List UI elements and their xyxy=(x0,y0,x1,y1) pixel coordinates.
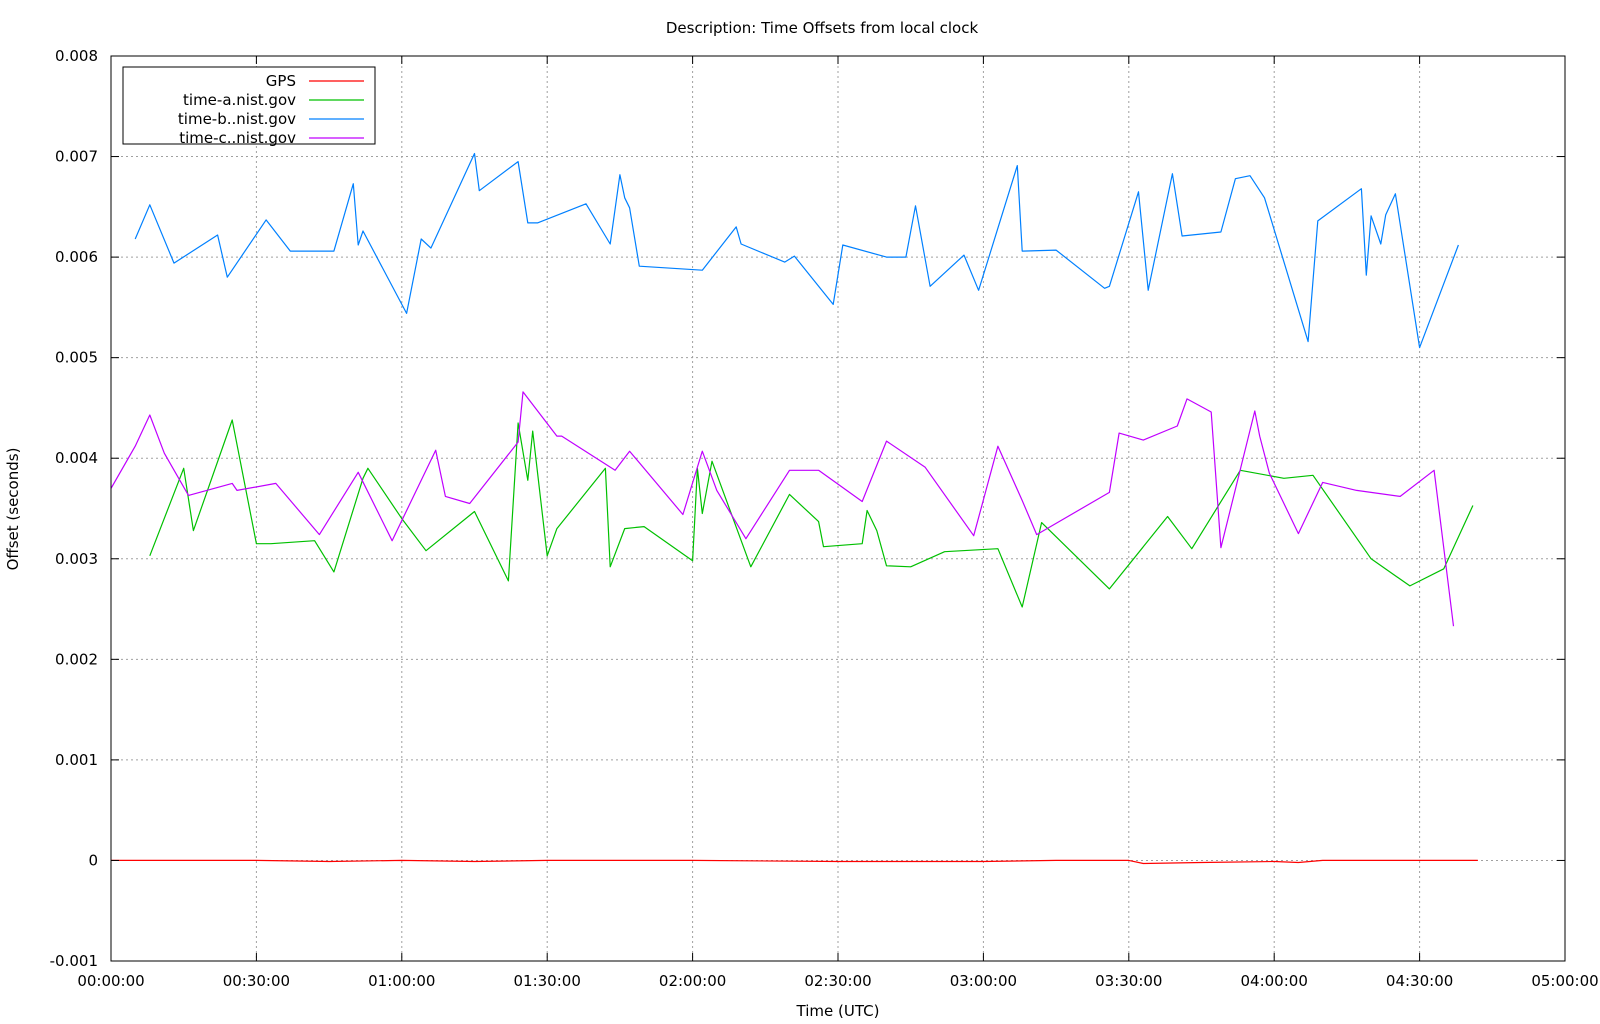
y-tick-labels: -0.001 0 0.001 0.002 0.003 0.004 0.005 0.006 0.0… xyxy=(50,47,98,970)
y-tick-label: 0.005 xyxy=(55,349,98,367)
chart-title: Description: Time Offsets from local clo… xyxy=(666,19,979,37)
y-tick-label: 0.002 xyxy=(55,650,98,668)
y-tick-label: 0.007 xyxy=(55,148,98,166)
x-tick-label: 00:30:00 xyxy=(223,972,290,990)
x-tick-label: 05:00:00 xyxy=(1531,972,1598,990)
y-tick-label: 0.006 xyxy=(55,248,98,266)
legend: GPStime-a.nist.govtime-b..nist.govtime-c… xyxy=(122,66,376,147)
series-line-gps xyxy=(111,859,1478,865)
y-tick-label: 0.001 xyxy=(55,751,98,769)
y-tick-label: 0.008 xyxy=(55,47,98,65)
x-tick-label: 03:30:00 xyxy=(1095,972,1162,990)
x-axis-label: Time (UTC) xyxy=(796,1002,880,1020)
x-tick-label: 04:30:00 xyxy=(1386,972,1453,990)
x-tick-label: 02:00:00 xyxy=(659,972,726,990)
x-tick-label: 01:30:00 xyxy=(514,972,581,990)
x-tick-label: 00:00:00 xyxy=(77,972,144,990)
y-axis-label: Offset (seconds) xyxy=(4,448,22,571)
x-tick-label: 02:30:00 xyxy=(804,972,871,990)
x-tick-label: 04:00:00 xyxy=(1241,972,1308,990)
x-tick-label: 01:00:00 xyxy=(368,972,435,990)
x-tick-label: 03:00:00 xyxy=(950,972,1017,990)
series-line-time-b-nist-gov xyxy=(134,152,1459,349)
legend-label: time-b..nist.gov xyxy=(178,110,296,128)
x-tick-labels: 00:00:00 00:30:00 01:00:00 01:30:00 02:00:00… xyxy=(77,972,1598,990)
legend-label: time-c..nist.gov xyxy=(179,129,296,147)
series-line-time-c-nist-gov xyxy=(110,391,1455,627)
legend-box xyxy=(122,66,376,145)
y-tick-label: 0 xyxy=(88,851,98,869)
y-tick-label: 0.004 xyxy=(55,449,98,467)
series-lines xyxy=(110,152,1478,865)
axis-ticks xyxy=(110,55,1566,962)
legend-label: time-a.nist.gov xyxy=(183,91,296,109)
y-tick-label: 0.003 xyxy=(55,550,98,568)
y-tick-label: -0.001 xyxy=(50,952,98,970)
grid-lines xyxy=(111,56,1565,961)
series-line-time-a-nist-gov xyxy=(149,419,1474,608)
legend-label: GPS xyxy=(266,72,296,90)
